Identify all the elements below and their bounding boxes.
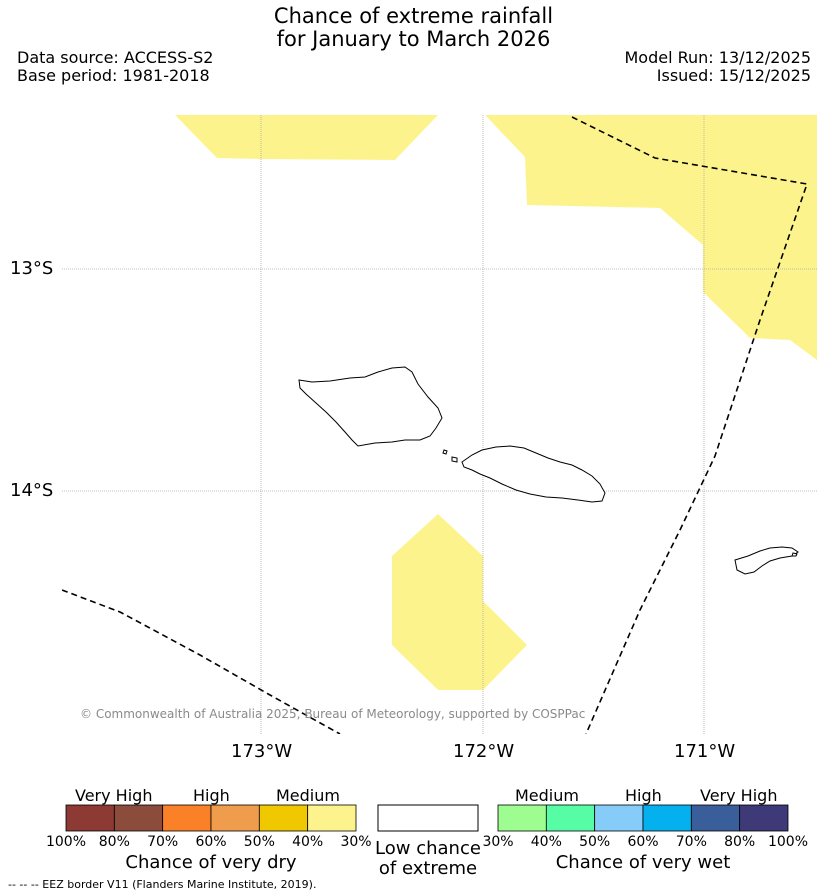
neutral-caption-line2: of extreme <box>378 858 478 879</box>
dry-tick-label: 60% <box>195 834 227 850</box>
copyright-text: © Commonwealth of Australia 2025, Bureau… <box>80 707 586 721</box>
dry-tick-label: 80% <box>98 834 130 850</box>
dry-swatch-1 <box>113 804 164 832</box>
wet-tick-label: 60% <box>627 834 659 850</box>
lon-label-173w: 173°W <box>231 741 293 762</box>
wet-group-high: High <box>625 786 662 805</box>
dry-tick-label: 100% <box>45 834 87 850</box>
lat-label-14s: 14°S <box>10 480 54 501</box>
model-run-text: Model Run: 13/12/2025 <box>624 48 812 67</box>
dry-group-medium: Medium <box>276 786 340 805</box>
dry-swatch-5 <box>307 804 357 832</box>
neutral-caption-line1: Low chance <box>375 838 481 859</box>
wet-tick-label: 80% <box>724 834 756 850</box>
colorbar-dry <box>65 804 357 832</box>
chart-title-line1: Chance of extreme rainfall <box>273 4 554 28</box>
dry-caption: Chance of very dry <box>125 852 297 873</box>
apolima-island <box>451 456 458 463</box>
lat-label-13s: 13°S <box>10 258 54 279</box>
eez-border-lines <box>62 116 809 734</box>
data-source-text: Data source: ACCESS-S2 <box>17 48 214 67</box>
eez-footer-note: -- -- -- EEZ border V11 (Flanders Marine… <box>8 878 317 891</box>
dry-tick-label: 50% <box>243 834 275 850</box>
wet-tick-label: 70% <box>675 834 707 850</box>
colorbar-wet <box>497 804 789 832</box>
dry-group-very-high: Very High <box>75 786 153 805</box>
wet-swatch-0 <box>497 804 547 832</box>
wet-swatch-3 <box>642 804 692 832</box>
aunuu-island <box>791 552 798 557</box>
dry-group-high: High <box>193 786 230 805</box>
dry-swatch-0 <box>65 804 115 832</box>
dry-swatch-3 <box>210 804 260 832</box>
wet-caption: Chance of very wet <box>555 852 731 873</box>
wet-group-very-high: Very High <box>700 786 778 805</box>
issued-text: Issued: 15/12/2025 <box>656 66 811 85</box>
dry-tick-label: 40% <box>292 834 324 850</box>
wet-swatch-4 <box>690 804 741 832</box>
land-outlines <box>298 366 799 575</box>
chart-title-line2: for January to March 2026 <box>276 27 551 51</box>
lon-label-172w: 172°W <box>453 741 515 762</box>
dry-swatch-4 <box>258 804 309 832</box>
lon-label-171w: 171°W <box>674 741 736 762</box>
wet-tick-label: 30% <box>482 834 514 850</box>
wet-swatch-5 <box>739 804 789 832</box>
dry-shade-region-south <box>392 514 527 690</box>
wet-group-medium: Medium <box>515 786 579 805</box>
dry-tick-label: 70% <box>147 834 179 850</box>
savaii-island <box>298 366 443 447</box>
tutuila-island <box>734 546 799 575</box>
wet-tick-label: 50% <box>579 834 611 850</box>
dry-swatch-2 <box>162 804 212 832</box>
wet-swatch-2 <box>594 804 644 832</box>
wet-swatch-1 <box>545 804 596 832</box>
wet-tick-label: 100% <box>767 834 809 850</box>
dry-tick-label: 30% <box>340 834 372 850</box>
upolu-island <box>461 445 606 503</box>
base-period-text: Base period: 1981-2018 <box>17 66 210 85</box>
colorbar-neutral-box <box>377 804 479 832</box>
wet-tick-label: 40% <box>530 834 562 850</box>
manono-island <box>442 449 448 455</box>
dry-shade-region-north <box>85 115 817 360</box>
